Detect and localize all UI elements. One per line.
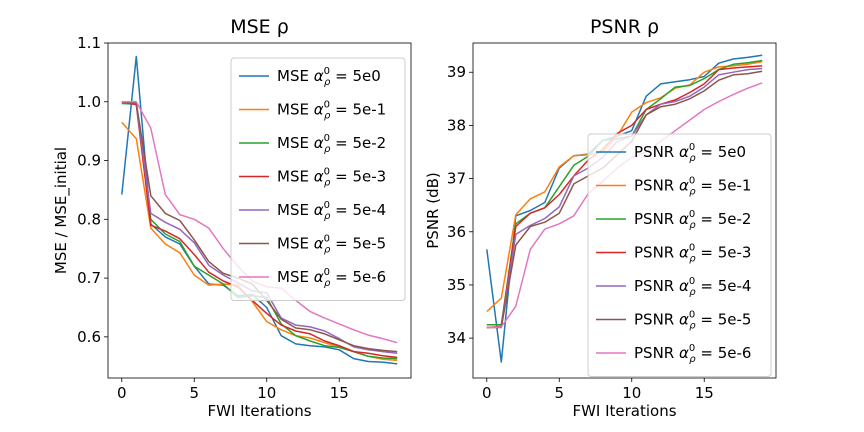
axes-frame (107, 42, 412, 379)
legend-label: PSNR α0 ρ = 5e0 (634, 142, 746, 164)
legend-label: MSE α0 ρ = 5e-3 (277, 167, 386, 189)
chart-title: MSE ρ (230, 16, 289, 38)
legend-label: PSNR α0 ρ = 5e-2 (634, 209, 751, 231)
y-axis-label: MSE / MSE_initial (52, 147, 71, 274)
legend-label: PSNR α0 ρ = 5e-6 (634, 343, 751, 365)
series-line-5e-1 (486, 60, 763, 313)
chart-panel-psnr: PSNR ρ 0 5 10 15 34 35 36 37 38 39 FWI Iterations PS… (424, 16, 777, 420)
series-line-5e-3 (121, 101, 398, 359)
y-tick-label: 37 (447, 170, 466, 188)
y-tick-label: 39 (447, 63, 466, 81)
x-tick-label: 15 (695, 384, 714, 402)
legend: MSE α0 ρ = 5e0 MSE α0 ρ = 5e-1 MSE α0 ρ = 5e-… (230, 57, 406, 301)
y-tick-label: 36 (447, 223, 466, 241)
chart-title: PSNR ρ (590, 16, 659, 38)
chart-panel-mse: MSE ρ 0 5 10 15 0.6 0.7 0.8 0.9 1.0 1.1 FWI Iterati… (52, 16, 412, 420)
series-line-5e0 (486, 54, 763, 363)
y-tick-label: 0.9 (77, 152, 101, 170)
legend-label: MSE α0 ρ = 5e-5 (277, 234, 386, 256)
legend-label: PSNR α0 ρ = 5e-4 (634, 276, 751, 298)
legend-label: PSNR α0 ρ = 5e-3 (634, 243, 751, 265)
y-tick-label: 34 (447, 329, 466, 347)
x-tick-label: 0 (482, 384, 492, 402)
legend: PSNR α0 ρ = 5e0 PSNR α0 ρ = 5e-1 PSNR α0 ρ = … (587, 133, 772, 377)
legend-label: PSNR α0 ρ = 5e-5 (634, 310, 751, 332)
x-tick-label: 0 (117, 384, 127, 402)
legend-label: MSE α0 ρ = 5e-2 (277, 133, 386, 155)
legend-label: MSE α0 ρ = 5e-4 (277, 200, 386, 222)
legend-box (587, 133, 772, 377)
y-tick-label: 0.6 (77, 328, 101, 346)
legend-label: MSE α0 ρ = 5e-1 (277, 100, 386, 122)
series-line-5e-3 (486, 65, 763, 329)
x-axis-label: FWI Iterations (572, 402, 676, 420)
x-tick-label: 5 (554, 384, 564, 402)
y-tick-label: 0.7 (77, 269, 101, 287)
x-tick-label: 10 (257, 384, 276, 402)
legend-box (230, 57, 406, 301)
x-axis-label: FWI Iterations (207, 402, 311, 420)
x-tick-label: 10 (622, 384, 641, 402)
y-tick-label: 35 (447, 276, 466, 294)
x-tick-label: 15 (330, 384, 349, 402)
x-tick-label: 5 (189, 384, 199, 402)
y-tick-label: 1.1 (77, 34, 101, 52)
y-tick-label: 1.0 (77, 93, 101, 111)
legend-label: MSE α0 ρ = 5e0 (277, 66, 381, 88)
legend-label: PSNR α0 ρ = 5e-1 (634, 176, 751, 198)
y-tick-label: 0.8 (77, 210, 101, 228)
axes-frame (472, 42, 777, 379)
y-axis-label: PSNR (dB) (424, 172, 442, 249)
legend-label: MSE α0 ρ = 5e-6 (277, 267, 386, 289)
y-tick-label: 38 (447, 116, 466, 134)
